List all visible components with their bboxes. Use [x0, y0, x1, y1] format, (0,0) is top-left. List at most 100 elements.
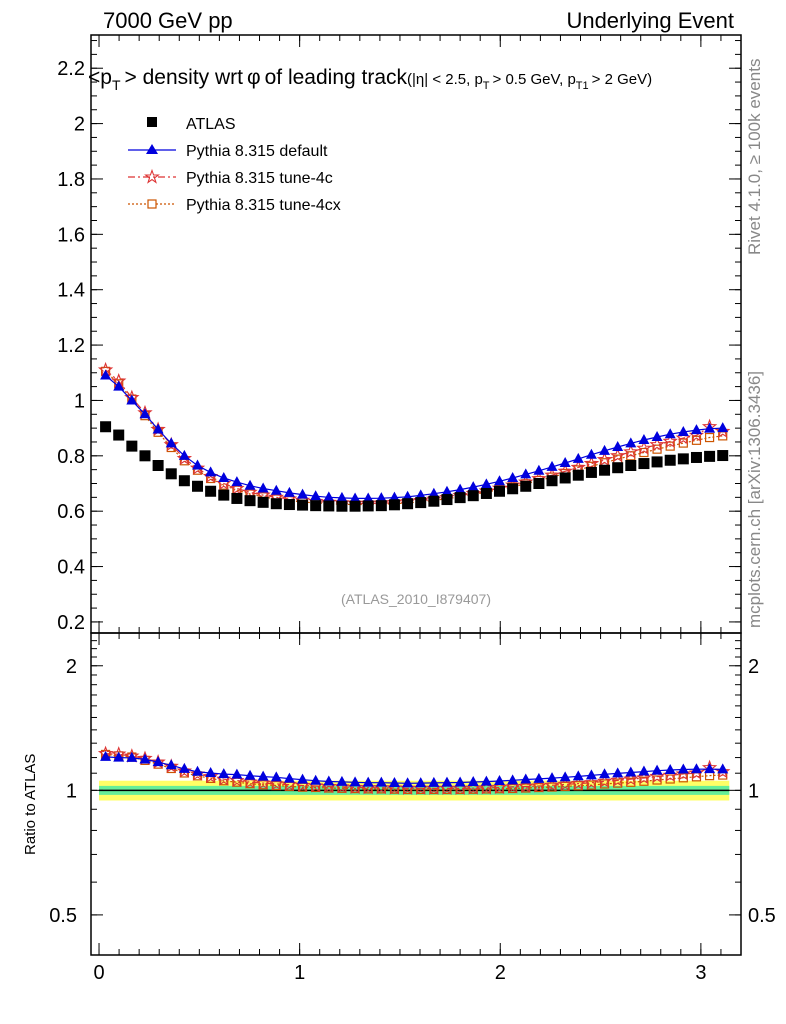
mcplots-label: mcplots.cern.ch [arXiv:1306.3436]: [745, 370, 764, 628]
ratio-tick-label: 2: [66, 656, 77, 678]
point-pythia-8-315-default: [599, 444, 611, 455]
ratio-point-pythia-8-315-tune-4c: [570, 775, 586, 791]
ratio-point-pythia-8-315-tune-4c: [176, 763, 193, 778]
ratio-point-pythia-8-315-default: [375, 776, 387, 787]
ratio-point-pythia-8-315-default: [205, 767, 217, 778]
ratio-point-pythia-8-315-default: [323, 775, 335, 786]
legend-marker-default: [146, 144, 158, 154]
point-atlas: [297, 499, 309, 511]
point-atlas: [388, 499, 400, 511]
point-atlas: [533, 478, 545, 489]
point-pythia-8-315-default: [113, 380, 125, 391]
point-pythia-8-315-default: [362, 492, 374, 503]
title-phi: φ: [247, 66, 261, 89]
point-atlas: [677, 453, 689, 465]
ratio-point-pythia-8-315-tune-4c: [557, 776, 573, 791]
point-atlas: [323, 500, 335, 512]
analysis-label: (ATLAS_2010_I879407): [341, 591, 491, 607]
point-atlas: [520, 480, 532, 492]
point-pythia-8-315-default: [585, 448, 597, 459]
point-atlas: [402, 498, 414, 510]
ratio-point-pythia-8-315-tune-4cx: [586, 780, 597, 790]
ratio-point-pythia-8-315-default: [533, 772, 545, 783]
point-atlas: [572, 469, 584, 481]
legend-label-atlas: ATLAS: [186, 116, 236, 133]
ratio-point-pythia-8-315-default: [520, 773, 532, 784]
point-atlas: [467, 490, 479, 502]
point-atlas: [100, 421, 112, 433]
point-atlas: [218, 489, 230, 501]
point-atlas: [178, 475, 190, 487]
point-atlas: [165, 468, 177, 480]
ratio-point-pythia-8-315-default: [441, 776, 453, 787]
point-pythia-8-315-tune-4c: [229, 480, 245, 496]
ratio-tick-label-right: 0.5: [748, 905, 776, 927]
point-pythia-8-315-default: [493, 475, 505, 486]
point-atlas: [375, 500, 387, 512]
point-pythia-8-315-default: [310, 490, 322, 501]
legend-label-default: Pythia 8.315 default: [186, 143, 328, 160]
title-cuts-sub2: T1: [576, 80, 589, 92]
point-atlas: [690, 451, 702, 463]
ratio-point-pythia-8-315-default: [572, 770, 584, 781]
point-pythia-8-315-default: [454, 483, 466, 494]
ratio-point-pythia-8-315-default: [178, 762, 190, 773]
ratio-point-pythia-8-315-default: [546, 772, 558, 783]
point-atlas: [480, 487, 492, 499]
ratio-point-pythia-8-315-tune-4cx: [626, 777, 636, 787]
point-atlas: [546, 475, 558, 487]
point-pythia-8-315-default: [165, 437, 177, 448]
legend: ATLAS Pythia 8.315 default Pythia 8.315 …: [128, 116, 341, 214]
ratio-point-pythia-8-315-default: [480, 775, 492, 786]
y-tick-label: 1: [74, 390, 85, 412]
ratio-point-pythia-8-315-tune-4cx: [560, 781, 570, 791]
ratio-point-pythia-8-315-tune-4cx: [508, 783, 518, 794]
ratio-point-pythia-8-315-tune-4cx: [258, 780, 268, 790]
title-sub-t: T: [112, 77, 121, 93]
ratio-point-pythia-8-315-tune-4cx: [271, 780, 281, 791]
ratio-point-pythia-8-315-default: [362, 776, 374, 787]
point-pythia-8-315-tune-4c: [636, 440, 652, 455]
point-atlas: [244, 495, 256, 507]
point-pythia-8-315-default: [559, 457, 571, 468]
point-atlas: [585, 466, 597, 478]
point-pythia-8-315-default: [690, 424, 702, 435]
point-pythia-8-315-default: [270, 484, 282, 495]
ratio-point-pythia-8-315-default: [664, 763, 676, 774]
ratio-point-pythia-8-315-default: [493, 774, 505, 785]
ratio-point-pythia-8-315-default: [349, 776, 361, 787]
point-pythia-8-315-default: [612, 440, 624, 451]
point-pythia-8-315-tune-4c: [583, 455, 600, 471]
ratio-point-pythia-8-315-tune-4c: [636, 769, 652, 785]
ratio-point-pythia-8-315-default: [651, 764, 663, 775]
ratio-point-pythia-8-315-default: [704, 763, 716, 774]
point-pythia-8-315-default: [100, 369, 112, 380]
point-pythia-8-315-default: [323, 491, 335, 502]
title-part-rest: > density wrt: [125, 66, 244, 89]
title-cuts-sub1: T: [483, 80, 490, 92]
ratio-point-pythia-8-315-default: [126, 751, 138, 762]
point-pythia-8-315-default: [441, 485, 453, 496]
ratio-tick-label-right: 2: [748, 656, 759, 678]
ratio-point-pythia-8-315-tune-4cx: [599, 779, 610, 789]
point-atlas: [362, 500, 374, 512]
point-atlas: [454, 492, 466, 504]
point-atlas: [270, 498, 282, 510]
point-pythia-8-315-default: [139, 408, 151, 419]
point-pythia-8-315-default: [625, 437, 637, 448]
point-atlas: [599, 464, 611, 476]
ratio-point-pythia-8-315-default: [113, 751, 125, 762]
ratio-point-pythia-8-315-tune-4cx: [665, 774, 675, 784]
ratio-point-pythia-8-315-default: [507, 774, 519, 785]
point-pythia-8-315-tune-4c: [610, 447, 626, 463]
point-atlas: [257, 496, 269, 508]
legend-label-4c: Pythia 8.315 tune-4c: [186, 170, 333, 187]
title-part-main: <p: [88, 66, 112, 89]
ratio-point-pythia-8-315-tune-4cx: [639, 776, 649, 786]
point-pythia-8-315-tune-4c: [596, 451, 613, 467]
legend-marker-4cx: [147, 199, 157, 209]
ratio-point-pythia-8-315-default: [192, 765, 204, 776]
ratio-point-pythia-8-315-default: [585, 769, 597, 780]
y-tick-label: 1.8: [57, 169, 85, 191]
point-atlas: [651, 456, 663, 468]
